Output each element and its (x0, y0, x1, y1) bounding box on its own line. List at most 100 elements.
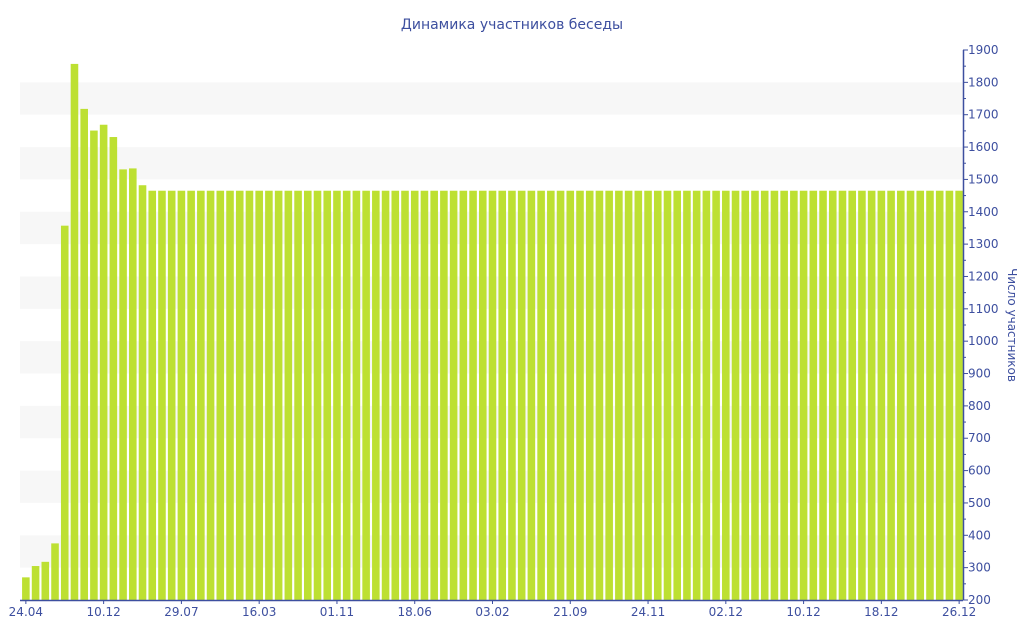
bar (595, 190, 604, 600)
bar (488, 190, 497, 600)
bar (809, 190, 818, 600)
grid-band (20, 147, 963, 180)
y-tick-label: 1400 (968, 205, 999, 219)
bar (177, 190, 186, 600)
bar (712, 190, 720, 600)
x-tick-label: 18.06 (398, 605, 432, 619)
bar (313, 190, 322, 600)
bar (148, 190, 157, 600)
y-tick-label: 1200 (968, 269, 999, 283)
bar (527, 190, 536, 600)
bar (615, 190, 623, 600)
x-tick-label: 03.02 (475, 605, 509, 619)
bar (624, 190, 633, 600)
bar (605, 190, 613, 600)
y-tick-label: 1700 (968, 108, 999, 122)
bar (216, 190, 225, 600)
x-tick-label: 26.12 (942, 605, 976, 619)
bar (60, 225, 69, 601)
y-tick-label: 300 (968, 561, 991, 575)
bar (362, 190, 370, 600)
bar (673, 190, 682, 600)
bar (644, 190, 652, 600)
bar (187, 190, 195, 600)
y-axis: 200 300 400 500 600 700 800 900 1000 1100 1200 1300… (962, 43, 999, 607)
bar (508, 190, 516, 600)
bar (576, 190, 584, 600)
x-tick-label: 10.12 (86, 605, 120, 619)
y-axis-label: Число участников (1005, 268, 1019, 382)
bar (916, 190, 925, 600)
bar (99, 124, 108, 600)
bar (303, 190, 312, 600)
bar (760, 190, 769, 600)
bar (722, 190, 730, 600)
bar (410, 190, 419, 600)
bar (22, 577, 30, 600)
bar (547, 190, 555, 600)
y-tick-label: 200 (968, 593, 991, 607)
bar (867, 190, 876, 600)
bar (945, 190, 954, 600)
bar (955, 190, 963, 600)
grid-band (20, 82, 963, 115)
bar (887, 190, 895, 600)
bar (780, 190, 788, 600)
bar (449, 190, 458, 600)
bar (926, 190, 934, 600)
bar (265, 190, 273, 600)
bar (828, 190, 837, 600)
y-tick-label: 1600 (968, 140, 999, 154)
bar (226, 190, 234, 600)
bar (323, 190, 332, 600)
bar (692, 190, 701, 600)
bar (819, 190, 827, 600)
x-tick-label: 01.11 (320, 605, 354, 619)
x-tick-label: 24.04 (9, 605, 43, 619)
bar (158, 190, 166, 600)
bar (799, 190, 808, 600)
bar (741, 190, 750, 600)
bar (342, 190, 351, 600)
bar (897, 190, 905, 600)
bar (197, 190, 205, 600)
bar (235, 190, 244, 600)
bar (906, 190, 915, 600)
x-tick-label: 21.09 (553, 605, 587, 619)
bar (109, 137, 118, 600)
bar (858, 190, 866, 600)
bar (790, 190, 798, 600)
bar (274, 190, 283, 600)
x-tick-label: 10.12 (786, 605, 820, 619)
bar (702, 190, 711, 600)
y-tick-label: 1900 (968, 43, 999, 57)
y-tick-label: 800 (968, 399, 991, 413)
bar (333, 190, 341, 600)
bar (391, 190, 400, 600)
bar (381, 190, 390, 600)
x-tick-label: 16.03 (242, 605, 276, 619)
y-tick-label: 700 (968, 431, 991, 445)
bar (167, 190, 176, 600)
y-tick-label: 1800 (968, 75, 999, 89)
x-tick-label: 24.11 (631, 605, 665, 619)
bar (284, 190, 293, 600)
bar (731, 190, 740, 600)
bar (469, 190, 477, 600)
x-tick-label: 02.12 (709, 605, 743, 619)
bar (430, 190, 438, 600)
bar (138, 185, 147, 600)
bar (245, 190, 254, 600)
bar (255, 190, 263, 600)
bar (31, 566, 40, 600)
y-tick-label: 1100 (968, 302, 999, 316)
y-tick-label: 500 (968, 496, 991, 510)
y-tick-label: 1000 (968, 334, 999, 348)
bar (663, 190, 672, 600)
bar (683, 190, 691, 600)
bar (401, 190, 409, 600)
bar (440, 190, 448, 600)
y-tick-label: 1500 (968, 172, 999, 186)
bar (80, 108, 88, 600)
